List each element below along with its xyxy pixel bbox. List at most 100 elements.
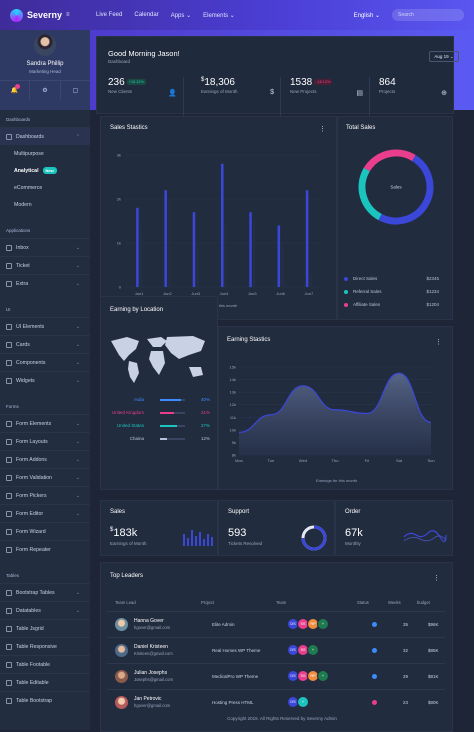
location-bar <box>159 424 178 427</box>
sidebar-sub-ecommerce[interactable]: eCommerce <box>14 184 43 191</box>
new-badge: New <box>42 167 57 174</box>
sidebar-item-table-footable[interactable]: Table Footable <box>0 655 90 673</box>
nav-elements[interactable]: Elements ⌄ <box>203 12 235 19</box>
brand-logo[interactable]: Severny ≡ <box>10 8 94 22</box>
sidebar-item-form-validation[interactable]: Form Validation ⌄ <box>0 468 90 486</box>
profile-role: Marketing Head <box>29 69 61 74</box>
sidebar-sub-analytical[interactable]: Analytical New <box>0 162 90 179</box>
table-icon <box>6 643 12 650</box>
sidebar-sub-modern[interactable]: Modern <box>14 201 32 208</box>
sidebar-item-extra[interactable]: Extra ⌄ <box>0 274 90 292</box>
settings-icon[interactable]: ⚙ <box>30 81 61 100</box>
sidebar-item-form-editor[interactable]: Form Editor ⌄ <box>0 504 90 522</box>
budget-value: $81K <box>428 674 439 679</box>
sidebar-item-ui-elements[interactable]: UI Elements ⌄ <box>0 317 90 335</box>
profile-name: Sandra Phillip <box>26 61 64 67</box>
search-input[interactable]: Search <box>392 9 464 21</box>
x-tick-label: Jun6 <box>276 291 285 296</box>
team-avatars: DS SS RP + <box>287 670 329 682</box>
notification-icon[interactable]: 🔔 <box>0 81 31 100</box>
sidebar-item-form-addons[interactable]: Form Addons ⌄ <box>0 450 90 468</box>
sidebar-item-table-jsgrid[interactable]: Table Jsgrid <box>0 619 90 637</box>
avatar <box>115 670 128 683</box>
sidebar-item-table-bootstrap[interactable]: Table Bootstrap <box>0 691 90 709</box>
gauge-fill <box>301 525 327 551</box>
table-row[interactable]: Daniel Kristeen Kristeen@gmail.com Real … <box>107 637 445 663</box>
form-repeater-icon <box>6 546 12 553</box>
more-options-icon[interactable]: ⋮ <box>319 126 326 133</box>
sidebar-item-form-repeater[interactable]: Form Repeater <box>0 540 90 558</box>
ticket-icon <box>6 262 12 269</box>
globe-icon: ⊕ <box>441 90 447 97</box>
leader-email: hgover@gmail.com <box>134 625 171 630</box>
nav-apps[interactable]: Apps ⌄ <box>170 12 192 19</box>
date-filter-dropdown[interactable]: Aug 19 ⌄ <box>429 51 459 62</box>
order-label: Monthly <box>345 541 361 546</box>
weeks-value: 35 <box>403 622 409 627</box>
menu-toggle-icon[interactable]: ≡ <box>66 12 70 18</box>
top-leaders-card: Top Leaders ⋮ Team Lead Project Team Sta… <box>100 562 453 732</box>
earning-location-card: Earning by Location India 40% United Kin… <box>100 296 218 490</box>
language-select[interactable]: English ⌄ <box>353 12 380 19</box>
x-tick-label: Jun3 <box>191 291 200 296</box>
sidebar-item-components[interactable]: Components ⌄ <box>0 353 90 371</box>
x-tick-label: Jun7 <box>305 291 314 296</box>
table-row[interactable]: Jan Petrovic hgover@gmail.com Hosting Pr… <box>107 689 445 715</box>
widgets-icon <box>6 377 12 384</box>
logo-icon <box>10 8 23 22</box>
sidebar-item-form-pickers[interactable]: Form Pickers ⌄ <box>0 486 90 504</box>
team-avatars: DS SS + <box>287 644 319 656</box>
section-applications: Applications <box>6 228 31 233</box>
nav-live-feed[interactable]: Live Feed <box>96 11 123 18</box>
donut-slice <box>358 167 382 221</box>
order-sparkline <box>403 530 447 543</box>
sales-bar-chart: 0 1k 2k 3k Jun1 Jun2 Jun3 Jun4 Jun5 Jun6 Jun7 <box>117 153 323 296</box>
avatar[interactable] <box>34 34 56 56</box>
y-tick-label: 8k <box>232 453 236 458</box>
sidebar-item-dashboards[interactable]: Dashboards ⌃ <box>0 127 90 145</box>
legend-dot <box>344 289 348 294</box>
message-icon[interactable]: ▢ <box>72 88 79 94</box>
bar <box>221 163 224 287</box>
sidebar-item-bootstrap-tables[interactable]: Bootstrap Tables ⌄ <box>0 583 90 601</box>
sidebar-item-datatables[interactable]: Datatables ⌄ <box>0 601 90 619</box>
sidebar-item-inbox[interactable]: Inbox ⌄ <box>0 238 90 256</box>
table-row[interactable]: Hanna Gover hgover@gmail.com Elite Admin… <box>107 611 445 637</box>
sidebar-item-form-elements[interactable]: Form Elements ⌄ <box>0 414 90 432</box>
brand-name: Severny <box>27 10 63 20</box>
sidebar-item-table-responsive[interactable]: Table Responsive <box>0 637 90 655</box>
leader-name: Julian Josephs <box>134 670 168 676</box>
y-tick-label: 1k <box>117 241 121 246</box>
leader-email: hgover@gmail.com <box>134 703 171 708</box>
nav-calendar[interactable]: Calendar <box>134 11 159 18</box>
sales-statistics-card: Sales Stastics ⋮ 0 1k 2k 3k Jun1 Jun2 Jun3 Jun4… <box>100 116 337 320</box>
table-row[interactable]: Julian Josephs Josephs@gmail.com Medical… <box>107 663 445 689</box>
sidebar-item-widgets[interactable]: Widgets ⌄ <box>0 371 90 389</box>
stat-label: Projects <box>379 89 396 94</box>
location-row-uk: United Kingdom 21% <box>111 410 210 415</box>
sidebar-item-table-editable[interactable]: Table Editable <box>0 673 90 691</box>
table-icon <box>6 625 12 632</box>
more-options-icon[interactable]: ⋮ <box>435 339 442 346</box>
stat-value: 18,306 <box>204 77 235 88</box>
column-team-lead: Team Lead <box>115 600 136 605</box>
sidebar-item-ticket[interactable]: Ticket ⌄ <box>0 256 90 274</box>
x-tick-label: Jun4 <box>220 291 229 296</box>
stat-label: New Clients <box>108 89 133 94</box>
leader-name: Jan Petrovic <box>134 696 162 702</box>
sidebar-item-cards[interactable]: Cards ⌄ <box>0 335 90 353</box>
card-title: Sales <box>110 509 126 515</box>
extra-icon <box>6 280 12 287</box>
more-options-icon[interactable]: ⋮ <box>433 575 440 582</box>
donut-slice <box>363 149 416 172</box>
legend-dot <box>344 302 348 307</box>
y-tick-label: 0 <box>119 285 122 290</box>
bar <box>164 190 167 287</box>
stat-badge: -18.12% <box>314 79 333 86</box>
sidebar-sub-multipurpose[interactable]: Multipurpose <box>14 150 44 157</box>
sidebar-item-form-wizard[interactable]: Form Wizard <box>0 522 90 540</box>
y-tick-label: 12k <box>230 402 236 407</box>
sidebar-item-form-layouts[interactable]: Form Layouts ⌄ <box>0 432 90 450</box>
stat-projects: 864 Projects ⊕ <box>379 77 453 117</box>
area-fill <box>239 373 431 455</box>
